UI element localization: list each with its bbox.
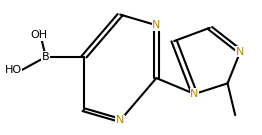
Text: N: N	[116, 115, 124, 125]
Text: B: B	[42, 52, 50, 62]
Text: N: N	[190, 89, 199, 99]
Text: N: N	[152, 20, 161, 30]
Text: OH: OH	[31, 31, 48, 40]
Text: HO: HO	[4, 65, 21, 75]
Text: N: N	[236, 47, 244, 57]
